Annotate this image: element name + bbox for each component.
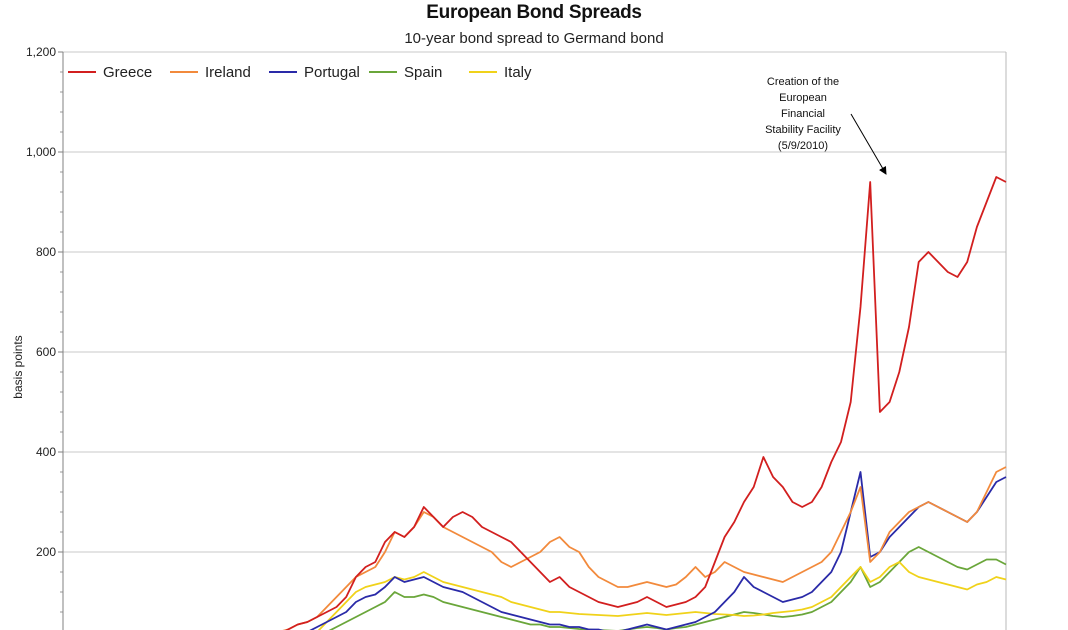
annotation-line: Stability Facility — [765, 124, 841, 136]
annotation-line: Financial — [780, 108, 826, 120]
y-tick-label: 1,200 — [26, 45, 56, 59]
legend-label-ireland: Ireland — [205, 64, 251, 81]
annotation-line: (5/9/2010) — [777, 140, 829, 152]
legend-label-spain: Spain — [404, 64, 442, 81]
legend-label-italy: Italy — [504, 64, 532, 81]
y-tick-label: 200 — [36, 545, 56, 559]
legend-label-greece: Greece — [103, 64, 152, 81]
series-line-italy — [317, 561, 1007, 630]
y-tick-label: 800 — [36, 245, 56, 259]
legend: Greece Ireland Portugal Spain Italy — [68, 64, 532, 81]
series-line-greece — [285, 176, 1007, 630]
annotation-text: Creation of the European Financial Stabi… — [748, 74, 858, 154]
gridlines — [63, 51, 1006, 553]
chart-title: European Bond Spreads — [426, 2, 642, 23]
y-tick-label: 400 — [36, 445, 56, 459]
y-tick-label: 600 — [36, 345, 56, 359]
y-axis: 200 400 600 800 1,000 1,200 — [26, 45, 63, 613]
annotation-line: Creation of the — [766, 76, 840, 88]
series-lines — [282, 176, 1007, 630]
y-tick-label: 1,000 — [26, 145, 56, 159]
series-line-ireland — [282, 466, 1007, 630]
annotation-line: European — [779, 92, 827, 104]
series-line-portugal — [309, 471, 1007, 630]
annotation-arrow — [850, 113, 887, 175]
chart-subtitle: 10-year bond spread to Germand bond — [404, 30, 664, 47]
legend-label-portugal: Portugal — [304, 64, 360, 81]
